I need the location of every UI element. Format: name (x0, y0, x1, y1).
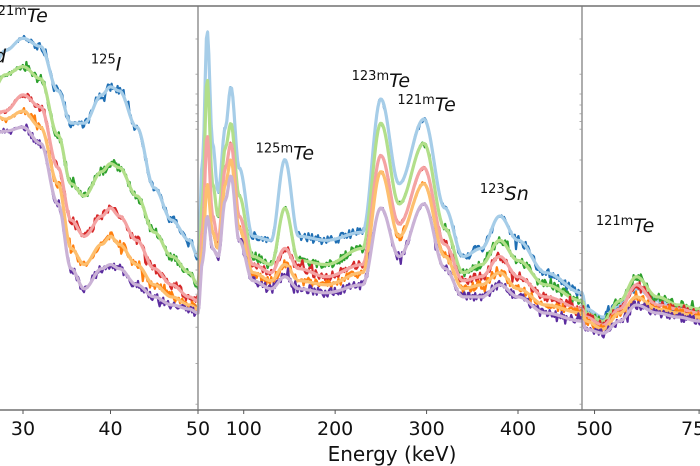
peak-label-element: d (0, 46, 7, 68)
axes-frame (0, 5, 700, 411)
peak-label-element: I (116, 54, 122, 76)
peak-annotations: d121mTe125I125mTe123mTe121mTe123Sn121mTe (0, 4, 654, 237)
x-tick-label: 200 (317, 418, 353, 440)
peak-label-element: Te (633, 215, 654, 237)
peak-label-mass: 123 (480, 182, 505, 197)
peak-label-element: Te (389, 70, 410, 92)
x-tick-label: 40 (98, 418, 122, 440)
x-tick-label: 100 (226, 418, 262, 440)
x-tick-label: 300 (408, 418, 444, 440)
x-tick-label: 400 (500, 418, 536, 440)
peak-label-mass: 121m (0, 4, 27, 19)
peak-label: 123Sn (480, 182, 529, 205)
x-tick-label: 50 (186, 418, 210, 440)
peak-label: 121mTe (0, 4, 48, 27)
peak-label-mass: 125 (91, 53, 116, 68)
x-ticks: 30 40 50 100 200 300 400 500 750 (11, 410, 700, 440)
x-tick-label: 500 (576, 418, 612, 440)
peak-label: 125I (91, 53, 122, 76)
peak-label: 123mTe (352, 69, 410, 92)
series-5 (0, 123, 700, 339)
series-1-fit-line (0, 30, 700, 319)
peak-label: 125mTe (256, 142, 314, 165)
series-5-fit-line (0, 125, 700, 335)
peak-label-element: Sn (505, 183, 529, 205)
peak-label-element: Te (27, 5, 48, 27)
x-tick-label: 750 (681, 418, 700, 440)
peak-label: 121mTe (397, 93, 455, 116)
peak-label: d (0, 46, 7, 68)
series-4 (0, 107, 700, 333)
peak-label: 121mTe (596, 214, 654, 237)
peak-label-mass: 121m (397, 93, 434, 108)
x-tick-label: 30 (11, 418, 35, 440)
series-4-fit-line (0, 109, 700, 331)
series-3-data-line (0, 92, 700, 329)
series-3 (0, 92, 700, 329)
series-3-fit-line (0, 93, 700, 327)
peak-label-mass: 121m (596, 214, 633, 229)
peak-label-mass: 125m (256, 142, 293, 157)
x-axis-label: Energy (keV) (328, 442, 457, 466)
plot-area (0, 30, 700, 339)
peak-label-element: Te (435, 94, 456, 116)
peak-label-mass: 123m (352, 69, 389, 84)
peak-label-element: Te (293, 143, 314, 165)
